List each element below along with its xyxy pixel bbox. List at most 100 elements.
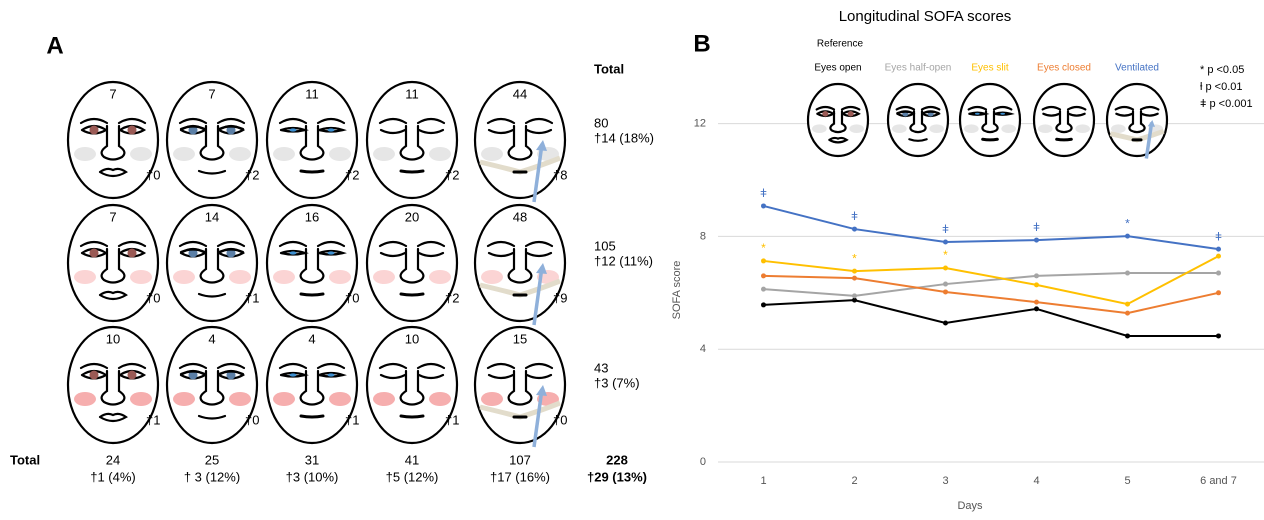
column-total: 25 <box>205 452 219 467</box>
brow <box>817 107 834 109</box>
cell-deaths: †2 <box>445 167 459 182</box>
eye <box>319 373 343 377</box>
data-point <box>1034 299 1039 305</box>
face-icon <box>68 82 158 198</box>
face-icon <box>68 205 158 321</box>
face-outline <box>960 84 1020 156</box>
data-point <box>1125 270 1130 276</box>
data-point <box>1034 306 1039 312</box>
column-total: 31 <box>305 452 319 467</box>
mouth <box>401 294 423 295</box>
column-deaths: †17 (16%) <box>490 469 550 484</box>
legend-label: Eyes closed <box>1037 63 1091 74</box>
data-point <box>1125 233 1130 239</box>
mouth <box>401 171 423 172</box>
brow <box>1116 107 1133 109</box>
significance-legend: ƚ p <0.01 <box>1200 81 1243 93</box>
mouth <box>829 138 846 142</box>
eye-closed <box>381 375 405 378</box>
grand-deaths: †29 (13%) <box>587 469 647 484</box>
brow <box>488 242 514 246</box>
mouth <box>100 414 126 421</box>
brow <box>526 364 552 368</box>
cheek <box>329 392 351 406</box>
eye-closed <box>1142 114 1158 116</box>
face-icon <box>475 327 565 447</box>
cell-count: 44 <box>513 86 527 101</box>
face-icon <box>367 327 457 443</box>
arrow <box>534 267 542 325</box>
brow <box>380 364 406 368</box>
face-outline <box>367 82 457 198</box>
row-total: 80 <box>594 115 608 130</box>
eye-closed <box>489 375 513 378</box>
cell-count: 4 <box>308 331 315 346</box>
eye-closed <box>489 253 513 256</box>
brow <box>218 242 244 246</box>
data-point <box>943 281 948 287</box>
cheek <box>481 270 503 284</box>
cheek <box>373 270 395 284</box>
face-icon <box>167 82 257 198</box>
cheek <box>229 147 251 161</box>
data-point <box>852 275 857 281</box>
brow <box>318 242 344 246</box>
face-outline <box>167 82 257 198</box>
cheek <box>892 124 907 134</box>
face-outline <box>367 205 457 321</box>
nose <box>201 371 224 405</box>
face-outline <box>267 205 357 321</box>
data-point <box>761 203 766 209</box>
iris <box>975 112 980 115</box>
column-total: 24 <box>106 452 120 467</box>
eyelid <box>181 372 205 375</box>
eye-closed <box>1043 114 1059 116</box>
cell-count: 11 <box>305 86 319 101</box>
mouth <box>401 416 423 417</box>
face-icon <box>367 82 457 198</box>
cheek <box>173 392 195 406</box>
data-point <box>1216 270 1221 276</box>
brow <box>280 242 306 246</box>
data-point <box>852 226 857 232</box>
face-icon <box>267 205 357 321</box>
column-total: 41 <box>405 452 419 467</box>
cheek <box>849 124 864 134</box>
significance-marker: ǂ <box>1215 229 1222 243</box>
cell-deaths: †8 <box>553 167 567 182</box>
brow <box>218 364 244 368</box>
nose <box>509 371 532 405</box>
data-point <box>1034 273 1039 279</box>
iris <box>127 370 137 380</box>
brow <box>969 107 986 109</box>
data-point <box>761 258 766 264</box>
eyelid <box>219 127 243 130</box>
brow <box>1141 107 1158 109</box>
iris <box>226 248 236 258</box>
face-icon <box>167 327 257 443</box>
cell-count: 20 <box>405 209 419 224</box>
iris <box>822 111 829 117</box>
eye-closed <box>419 375 443 378</box>
panel-label: B <box>693 30 710 57</box>
cheek <box>1075 124 1090 134</box>
cheek <box>74 270 96 284</box>
nose <box>401 126 424 160</box>
cell-deaths: †2 <box>245 167 259 182</box>
brow <box>180 364 206 368</box>
eye <box>319 251 343 255</box>
cell-count: 7 <box>109 86 116 101</box>
cheek <box>429 392 451 406</box>
brow <box>318 364 344 368</box>
legend-label: Ventilated <box>1115 63 1159 74</box>
cell-count: 16 <box>305 209 319 224</box>
arrow-head <box>536 263 547 274</box>
eye-closed <box>1116 114 1132 116</box>
nose <box>509 249 532 283</box>
data-point <box>1125 310 1130 316</box>
data-point <box>761 302 766 308</box>
brow <box>280 364 306 368</box>
cell-deaths: †1 <box>345 412 359 427</box>
cell-deaths: †0 <box>345 290 359 305</box>
eye-closed <box>381 130 405 133</box>
